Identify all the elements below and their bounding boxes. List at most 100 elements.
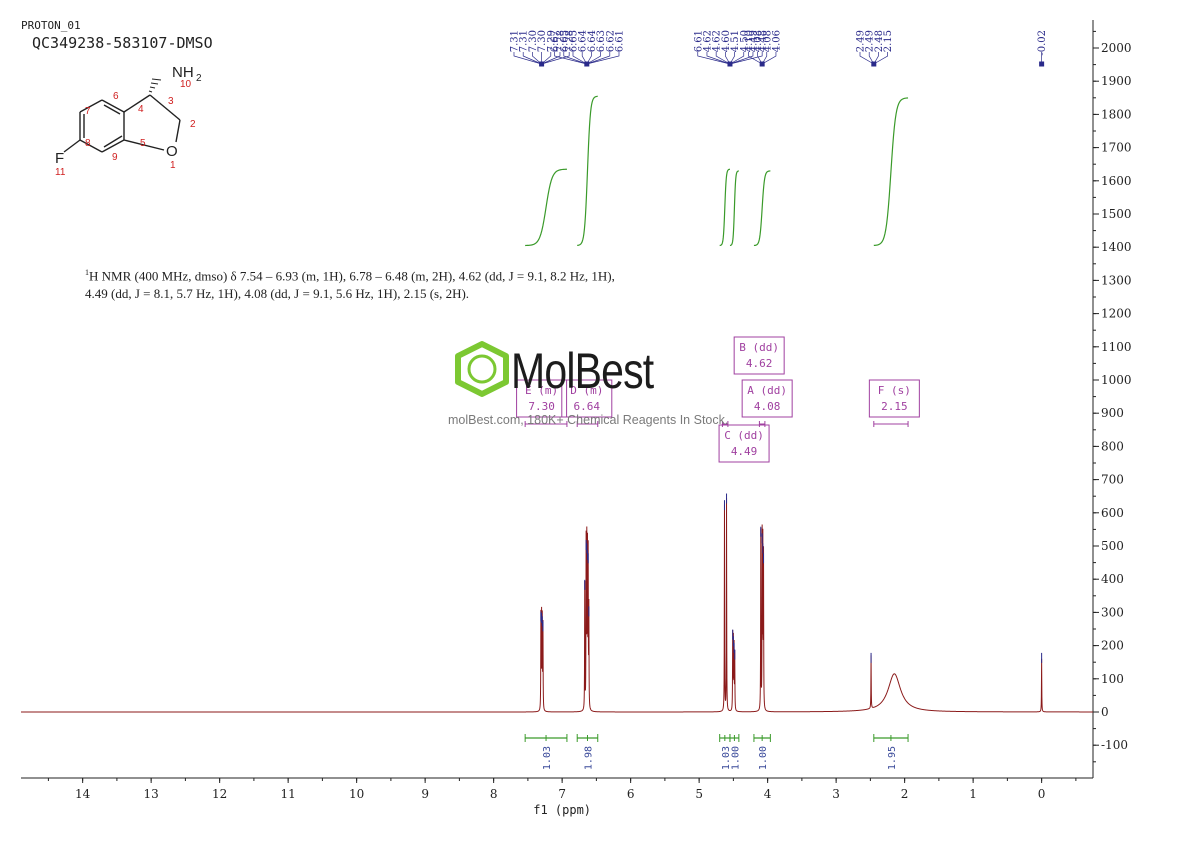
y-tick-label: 900	[1101, 406, 1124, 420]
x-tick-label: 7	[558, 787, 566, 801]
peak-label-connector	[581, 52, 588, 65]
y-tick-label: 1100	[1101, 340, 1132, 354]
integral-value: 1.98	[583, 746, 594, 770]
multiplet-label: D (m)	[570, 384, 603, 397]
x-tick-label: 14	[75, 787, 91, 801]
peak-shift-label: 7.28	[565, 30, 576, 52]
multiplet-shift: 4.62	[746, 357, 773, 370]
peak-shift-label: 4.62	[712, 30, 723, 52]
peak-label-connector	[554, 52, 587, 65]
multiplet-shift: 2.15	[881, 400, 908, 413]
x-tick-label: 11	[281, 787, 296, 801]
peak-label-connector	[563, 52, 587, 65]
multiplet-shift: 4.49	[731, 445, 758, 458]
x-tick-label: 1	[969, 787, 977, 801]
nmr-line-1: H NMR (400 MHz, dmso) δ 7.54 – 6.93 (m, …	[89, 268, 615, 284]
nmr-description: 1H NMR (400 MHz, dmso) δ 7.54 – 6.93 (m,…	[85, 264, 685, 303]
molecule-structure: NH 2 F O 1 2 3 4 5 6 7 8 9 10 11	[55, 64, 202, 178]
integral-curve	[525, 168, 567, 247]
integral-value: 1.00	[730, 746, 741, 770]
multiplet-shift: 4.08	[754, 400, 781, 413]
peak-shift-label: 4.08	[762, 30, 773, 52]
nmr-line-2: 4.49 (dd, J = 8.1, 5.7 Hz, 1H), 4.08 (dd…	[85, 286, 470, 302]
peak-shift-label: 6.64	[578, 30, 589, 52]
peak-shift-label: 7.31	[509, 30, 520, 52]
peak-shift-label: 4.62	[702, 30, 713, 52]
peak-label-connector	[761, 52, 768, 65]
experiment-title: PROTON_01	[21, 19, 81, 32]
y-tick-label: 600	[1101, 506, 1124, 520]
x-tick-label: 12	[212, 787, 227, 801]
peak-label-connector	[729, 52, 763, 65]
y-tick-label: 1400	[1101, 240, 1132, 254]
peak-shift-label: 7.29	[546, 30, 557, 52]
atom-number: 9	[112, 152, 118, 163]
y-tick-label: 800	[1101, 439, 1124, 453]
peak-label-connector	[586, 52, 611, 65]
peak-label-connector	[725, 52, 731, 65]
spectrum-trace	[21, 497, 1093, 713]
integral-value: 1.95	[887, 746, 898, 770]
atom-number: 11	[55, 167, 66, 178]
y-tick-label: 1500	[1101, 207, 1132, 221]
peak-shift-label: 7.30	[537, 30, 548, 52]
multiplet-label: B (dd)	[739, 341, 779, 354]
peak-label-connector	[541, 52, 552, 65]
x-tick-label: 0	[1038, 787, 1046, 801]
x-tick-label: 10	[349, 787, 364, 801]
atom-number: 2	[190, 119, 196, 130]
nucleus-superscript: 1	[85, 268, 89, 277]
oxygen-label: O	[166, 143, 178, 160]
peak-shift-label: 6.64	[587, 30, 598, 52]
peak-label-connector	[715, 52, 731, 65]
y-tick-label: 200	[1101, 639, 1124, 653]
peak-shift-label: 6.61	[614, 30, 625, 52]
peak-shift-label: 4.08	[753, 30, 764, 52]
x-tick-label: 3	[832, 787, 840, 801]
peak-shift-label: 4.49	[748, 30, 759, 52]
peak-label-connector	[572, 52, 587, 65]
peak-shift-label: 6.65	[559, 30, 570, 52]
peak-shift-label: 4.06	[771, 30, 782, 52]
y-tick-label: 1600	[1101, 174, 1132, 188]
y-tick-label: 500	[1101, 539, 1124, 553]
y-tick-label: 2000	[1101, 41, 1132, 55]
integral-curve	[719, 168, 731, 247]
y-tick-label: 1900	[1101, 74, 1132, 88]
peak-label-anchor	[539, 61, 545, 67]
peak-shift-label: 6.67	[550, 30, 561, 52]
x-tick-label: 6	[627, 787, 635, 801]
peak-label-connector	[873, 52, 888, 65]
peak-shift-label: 6.61	[693, 30, 704, 52]
peak-label-connector	[697, 52, 731, 65]
multiplet-box	[741, 379, 793, 418]
atom-number: 5	[140, 138, 146, 149]
peak-shift-label: 2.15	[883, 30, 894, 52]
peak-label-anchor	[1039, 61, 1045, 67]
integral-curve	[577, 95, 598, 246]
peak-label-connector	[513, 52, 542, 65]
y-tick-label: 1700	[1101, 141, 1132, 155]
molbest-logo-icon	[455, 341, 509, 397]
peak-shift-label: 4.50	[739, 30, 750, 52]
peak-shift-label: 7.31	[519, 30, 530, 52]
peak-label-connector	[541, 52, 561, 65]
x-tick-label: 2	[901, 787, 909, 801]
x-tick-label: 5	[695, 787, 703, 801]
x-axis-label: f1 (ppm)	[533, 803, 591, 817]
x-tick-label: 8	[490, 787, 498, 801]
atom-number: 1	[170, 160, 176, 171]
peak-label-connector	[757, 52, 763, 65]
peak-shift-label: 6.63	[596, 30, 607, 52]
y-tick-label: 1300	[1101, 273, 1132, 287]
peak-shift-label: 7.30	[528, 30, 539, 52]
integral-value: 1.03	[542, 746, 553, 770]
peak-label-connector	[532, 52, 542, 65]
multiplet-box	[733, 336, 785, 375]
y-tick-label: 300	[1101, 605, 1124, 619]
multiplet-box	[561, 379, 613, 418]
y-tick-label: -100	[1101, 738, 1128, 752]
peak-shift-label: 7.28	[555, 30, 566, 52]
integral-curve	[753, 170, 771, 247]
